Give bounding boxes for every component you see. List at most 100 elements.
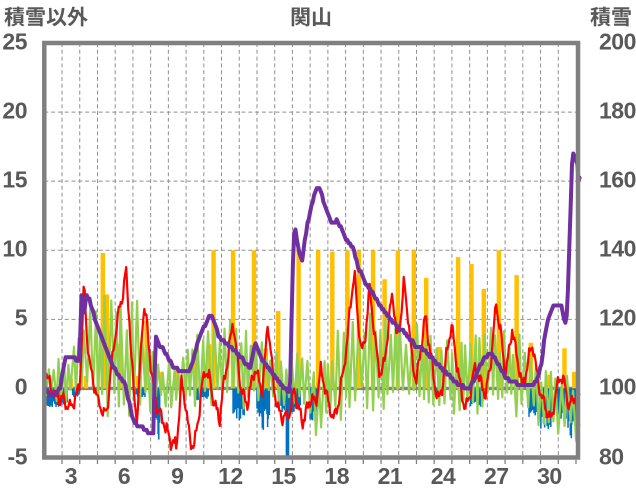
x-axis-tick-label: 30 xyxy=(537,463,562,489)
blue-bar xyxy=(296,388,299,409)
orange-bar xyxy=(251,250,257,389)
blue-bar xyxy=(285,388,288,458)
orange-bar xyxy=(514,275,519,389)
blue-bar xyxy=(258,388,261,417)
right-axis-tick-label: 140 xyxy=(599,235,636,262)
blue-bar xyxy=(298,388,300,411)
right-axis-tick-label: 200 xyxy=(599,28,636,55)
orange-bar xyxy=(572,371,577,389)
blue-bar xyxy=(311,388,314,421)
orange-bar xyxy=(276,311,281,389)
blue-bar xyxy=(574,388,577,421)
left-axis-tick-label: -5 xyxy=(7,443,28,469)
left-axis-tick-label: 5 xyxy=(14,304,28,331)
blue-bar xyxy=(281,388,283,413)
blue-bar xyxy=(46,388,49,406)
blue-bar xyxy=(474,388,477,402)
blue-bar xyxy=(280,388,282,406)
blue-bar xyxy=(286,388,289,458)
blue-bar xyxy=(202,388,205,398)
orange-bar xyxy=(469,264,474,389)
x-axis-tick-label: 18 xyxy=(324,463,350,489)
blue-bar xyxy=(156,388,158,420)
blue-bar xyxy=(529,388,532,413)
right-axis-tick-label: 160 xyxy=(599,166,636,193)
blue-bar xyxy=(569,388,572,422)
blue-bar xyxy=(557,388,560,415)
blue-bar xyxy=(207,388,209,397)
x-axis-tick-label: 12 xyxy=(218,463,243,489)
blue-bar xyxy=(196,388,198,401)
blue-bar xyxy=(158,388,160,440)
x-axis-tick-label: 27 xyxy=(483,463,509,489)
right-axis-tick-label: 80 xyxy=(599,443,624,469)
blue-bar xyxy=(233,388,236,413)
x-axis-tick-label: 24 xyxy=(430,463,456,489)
orange-bar xyxy=(395,250,401,389)
chart-title xyxy=(290,6,332,32)
right-axis-tick-label: 120 xyxy=(599,304,636,331)
blue-bar xyxy=(49,388,51,407)
blue-bar xyxy=(206,388,208,399)
blue-bar xyxy=(288,388,291,414)
blue-bar xyxy=(540,388,542,429)
blue-bar xyxy=(287,388,290,458)
blue-bar xyxy=(141,388,144,397)
blue-bar xyxy=(256,388,258,409)
orange-bar xyxy=(345,250,350,389)
blue-bar xyxy=(534,388,536,416)
red-line xyxy=(43,265,581,451)
orange-bar xyxy=(315,250,321,389)
blue-bar xyxy=(237,388,239,409)
orange-bar xyxy=(100,253,106,389)
orange-bar xyxy=(296,250,301,389)
snow-depth-line xyxy=(42,151,582,436)
left-axis-title xyxy=(4,6,88,32)
orange-bar xyxy=(104,294,110,389)
x-axis-tick-label: 15 xyxy=(271,463,296,489)
blue-bar xyxy=(259,388,262,414)
left-axis-tick-label: 25 xyxy=(2,28,27,55)
right-axis-title xyxy=(590,6,632,32)
chart-title-glyphs xyxy=(291,7,331,27)
orange-bar xyxy=(411,250,417,389)
blue-bar xyxy=(71,388,74,396)
x-axis-tick-label: 3 xyxy=(64,463,78,489)
blue-bar xyxy=(550,388,552,427)
blue-bar xyxy=(135,388,138,395)
right-axis-tick-label: 180 xyxy=(599,97,636,124)
blue-bar xyxy=(205,388,207,398)
blue-bar xyxy=(203,388,206,397)
blue-bar xyxy=(197,388,200,400)
blue-bar xyxy=(240,388,243,410)
blue-bar xyxy=(530,388,533,412)
blue-bar xyxy=(479,388,482,407)
left-axis-tick-label: 10 xyxy=(2,235,27,262)
blue-bar xyxy=(201,388,203,398)
orange-bar xyxy=(562,348,567,389)
blue-bar xyxy=(74,388,76,397)
orange-bar xyxy=(230,250,236,389)
blue-bar xyxy=(73,388,75,397)
orange-bar xyxy=(455,257,461,389)
blue-bar xyxy=(76,388,79,397)
blue-bar xyxy=(232,388,234,414)
blue-bar xyxy=(234,388,237,410)
right-axis-tick-label: 100 xyxy=(599,373,636,400)
blue-bar xyxy=(264,388,267,410)
orange-bar xyxy=(424,277,429,389)
blue-bar xyxy=(51,388,54,407)
blue-bar xyxy=(78,388,80,395)
blue-bar xyxy=(268,388,271,416)
left-axis-tick-label: 15 xyxy=(2,166,27,193)
blue-bar xyxy=(158,388,161,423)
orange-bar xyxy=(330,251,335,389)
blue-bar xyxy=(263,388,266,411)
blue-bar xyxy=(238,388,241,414)
orange-bar xyxy=(83,375,89,389)
x-axis-tick-label: 6 xyxy=(117,463,131,489)
blue-bar xyxy=(478,388,480,405)
blue-bar xyxy=(236,388,238,419)
plot-border xyxy=(42,40,581,460)
